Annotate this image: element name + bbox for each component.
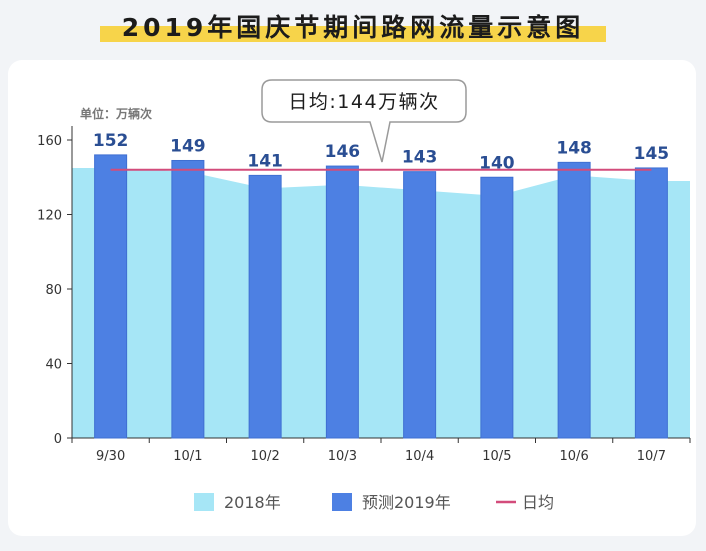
legend-label-avg: 日均: [522, 493, 554, 512]
y-tick-label: 160: [37, 134, 62, 149]
page-title: 2019年国庆节期间路网流量示意图: [121, 13, 585, 42]
bar-2019: [94, 154, 128, 439]
bar-2019: [634, 167, 668, 439]
bar-value-label: 146: [325, 142, 361, 162]
y-tick-label: 40: [45, 358, 62, 373]
y-tick-label: 0: [54, 432, 62, 447]
bar-2019: [403, 171, 437, 439]
x-tick-label: 10/7: [637, 449, 666, 464]
bar-value-label: 148: [556, 138, 592, 158]
unit-label: 单位：万辆次: [80, 106, 152, 121]
y-tick-label: 80: [45, 283, 62, 298]
bar-value-label: 149: [170, 136, 206, 156]
legend-label-2019: 预测2019年: [362, 493, 451, 512]
legend-label-2018: 2018年: [224, 493, 281, 512]
x-tick-label: 10/3: [328, 449, 357, 464]
bar-2019: [171, 159, 205, 439]
title-highlight: [100, 26, 606, 42]
legend-swatch-2019: [332, 493, 352, 511]
legend-swatch-2018: [194, 493, 214, 511]
bar-2019: [557, 161, 591, 439]
x-tick-label: 10/2: [251, 449, 280, 464]
bar-value-label: 145: [634, 144, 670, 164]
area-2018: [72, 167, 690, 438]
callout-bubble: [261, 79, 467, 163]
bar-2019: [248, 174, 282, 439]
x-tick-label: 10/4: [405, 449, 434, 464]
bar-value-label: 141: [247, 151, 283, 171]
title-area: 2019年国庆节期间路网流量示意图: [0, 0, 706, 52]
bar-value-label: 152: [93, 131, 129, 151]
bar-2019: [325, 165, 359, 439]
x-tick-label: 10/1: [173, 449, 202, 464]
bar-2019: [480, 176, 514, 439]
bar-value-label: 140: [479, 153, 515, 173]
x-tick-label: 9/30: [96, 449, 125, 464]
x-tick-label: 10/5: [482, 449, 511, 464]
y-tick-label: 120: [37, 209, 62, 224]
callout-text: 日均:144万辆次: [288, 91, 439, 113]
x-tick-label: 10/6: [560, 449, 589, 464]
bar-value-label: 143: [402, 148, 438, 168]
